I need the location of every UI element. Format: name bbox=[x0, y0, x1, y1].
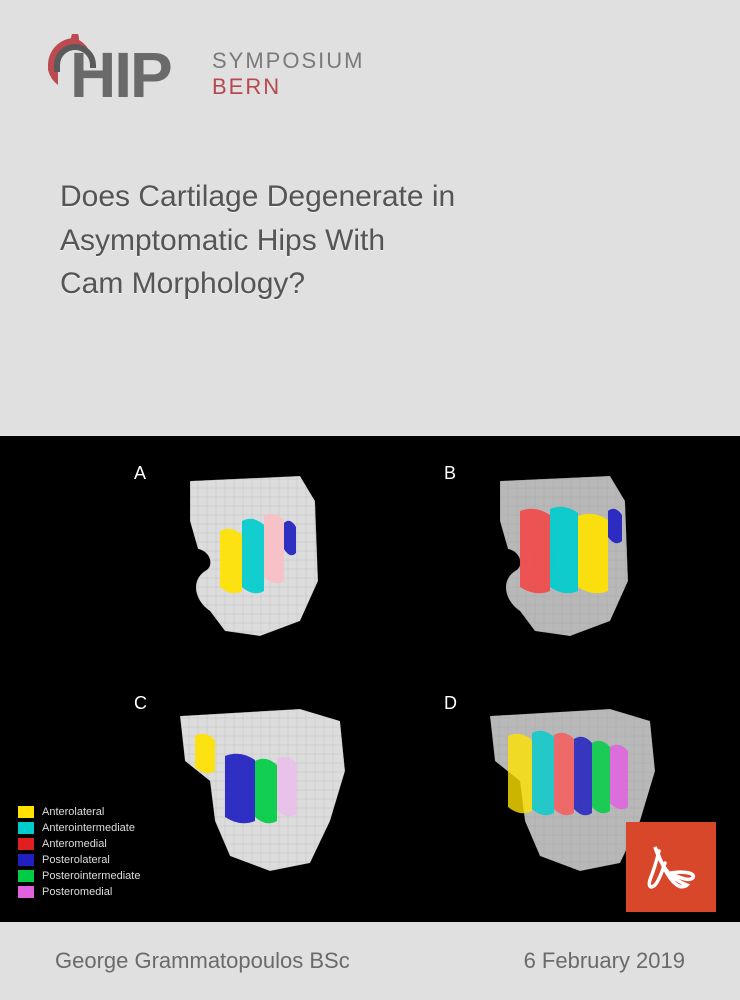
legend-item: Posterolateral bbox=[18, 854, 140, 866]
legend-item: Posteromedial bbox=[18, 886, 140, 898]
figure: ABCD AnterolateralAnterointermediateAnte… bbox=[0, 436, 740, 922]
author: George Grammatopoulos BSc bbox=[55, 948, 350, 974]
panel-b: B bbox=[440, 461, 740, 661]
legend-label: Anteromedial bbox=[42, 838, 107, 850]
legend-swatch bbox=[18, 838, 34, 850]
footer: George Grammatopoulos BSc 6 February 201… bbox=[0, 922, 740, 1000]
panel-label: A bbox=[134, 463, 146, 484]
legend-item: Anterolateral bbox=[18, 806, 140, 818]
header: HIP SYMPOSIUM BERN bbox=[0, 0, 740, 120]
legend-swatch bbox=[18, 822, 34, 834]
legend: Anterolateral Anterointermediate Anteromed… bbox=[18, 806, 140, 902]
legend-label: Anterolateral bbox=[42, 806, 104, 818]
legend-item: Anteromedial bbox=[18, 838, 140, 850]
bone-render bbox=[130, 691, 370, 891]
adobe-pdf-icon bbox=[641, 837, 701, 897]
brand-bern: BERN bbox=[212, 74, 364, 100]
title-block: Does Cartilage Degenerate in Asymptomati… bbox=[0, 120, 740, 306]
panel-label: B bbox=[444, 463, 456, 484]
panel-c: C bbox=[130, 691, 430, 891]
legend-label: Posterointermediate bbox=[42, 870, 140, 882]
pdf-icon[interactable] bbox=[626, 822, 716, 912]
bone-render bbox=[130, 461, 370, 661]
bone-render bbox=[440, 461, 680, 661]
legend-label: Posteromedial bbox=[42, 886, 112, 898]
legend-swatch bbox=[18, 806, 34, 818]
legend-label: Posterolateral bbox=[42, 854, 110, 866]
legend-label: Anterointermediate bbox=[42, 822, 135, 834]
legend-item: Anterointermediate bbox=[18, 822, 140, 834]
legend-swatch bbox=[18, 886, 34, 898]
logo: HIP SYMPOSIUM BERN bbox=[40, 30, 240, 120]
legend-item: Posterointermediate bbox=[18, 870, 140, 882]
brand-hip: HIP bbox=[70, 38, 171, 112]
brand-symposium: SYMPOSIUM bbox=[212, 48, 364, 74]
panel-a: A bbox=[130, 461, 430, 661]
date: 6 February 2019 bbox=[524, 948, 685, 974]
panel-label: C bbox=[134, 693, 147, 714]
panel-label: D bbox=[444, 693, 457, 714]
brand-sub: SYMPOSIUM BERN bbox=[212, 48, 364, 100]
legend-swatch bbox=[18, 854, 34, 866]
page-title: Does Cartilage Degenerate in Asymptomati… bbox=[60, 175, 680, 306]
legend-swatch bbox=[18, 870, 34, 882]
